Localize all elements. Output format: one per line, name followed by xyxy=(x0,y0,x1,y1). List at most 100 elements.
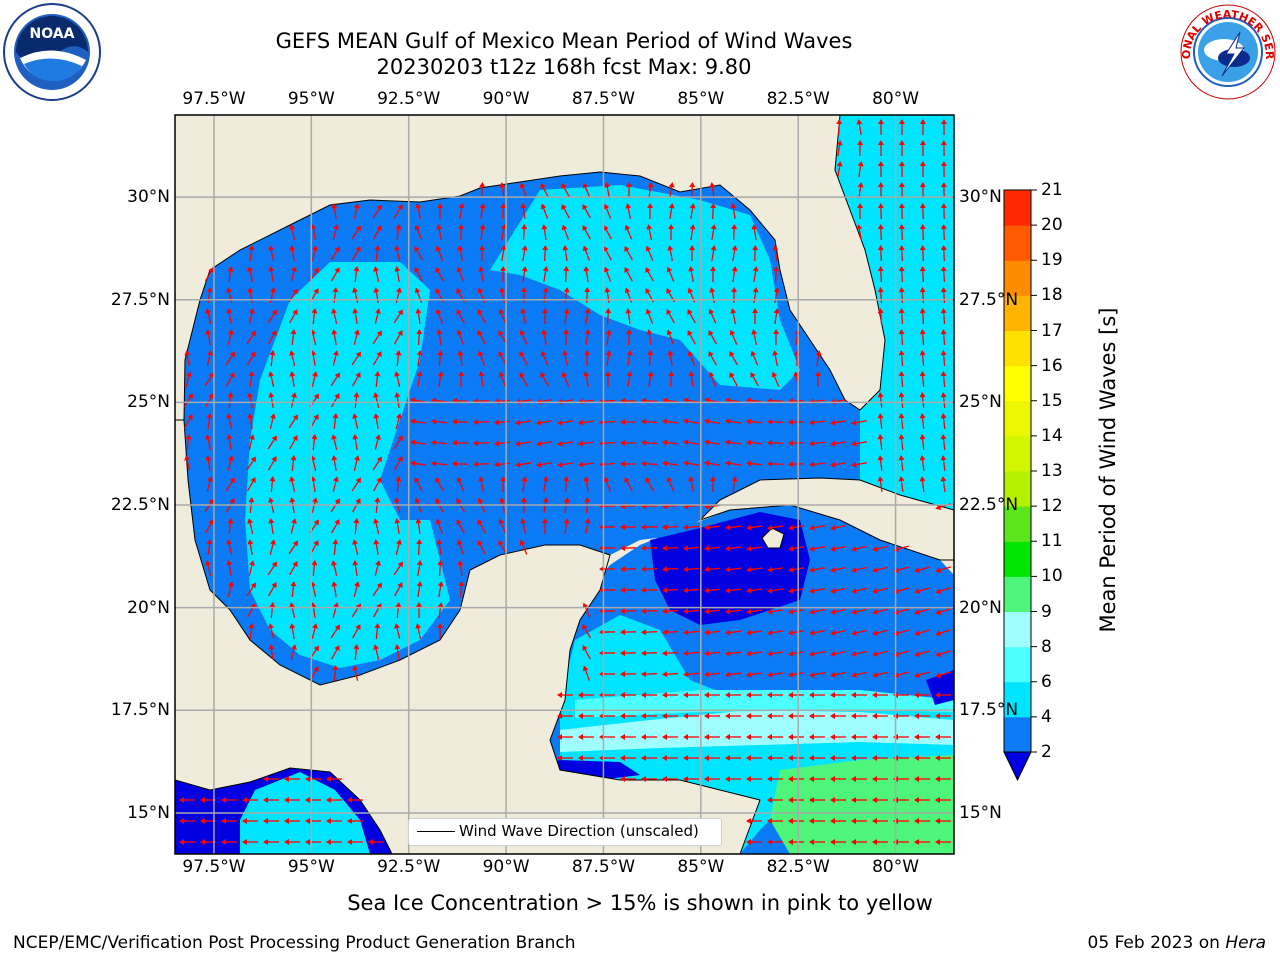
wave-direction-arrow xyxy=(641,439,658,446)
wave-direction-arrow xyxy=(269,476,276,493)
wave-direction-arrow xyxy=(641,650,658,657)
colorbar-segment xyxy=(1004,541,1031,577)
wave-direction-arrow xyxy=(836,119,843,136)
wave-direction-arrow xyxy=(498,351,507,366)
wave-direction-arrow xyxy=(746,692,762,698)
wave-direction-arrow xyxy=(767,671,784,678)
wave-direction-arrow xyxy=(704,608,721,615)
wave-direction-arrow xyxy=(683,692,699,698)
wave-direction-arrow xyxy=(809,587,825,594)
wave-direction-arrow xyxy=(872,776,888,782)
colorbar-segment xyxy=(1004,435,1031,472)
lon-tick-bottom: 97.5°W xyxy=(182,857,246,877)
wave-direction-arrow xyxy=(620,545,637,552)
colorbar-segment xyxy=(1004,576,1031,612)
wave-direction-arrow xyxy=(898,476,905,493)
wave-direction-arrow xyxy=(919,287,926,304)
wave-direction-arrow xyxy=(683,524,700,531)
wave-direction-arrow xyxy=(683,650,700,657)
wave-direction-arrow xyxy=(582,204,591,219)
wave-direction-arrow xyxy=(620,439,637,446)
wave-direction-arrow xyxy=(704,524,721,531)
chart-subtitle: 20230203 t12z 168h fcst Max: 9.80 xyxy=(376,55,752,79)
wave-direction-arrow xyxy=(683,755,699,761)
wave-direction-arrow xyxy=(435,308,444,324)
wave-direction-arrow xyxy=(431,418,448,425)
wave-direction-arrow xyxy=(542,308,549,325)
wave-direction-arrow xyxy=(290,455,297,472)
wave-direction-arrow xyxy=(414,267,423,282)
wave-direction-arrow xyxy=(269,413,276,429)
wave-direction-arrow xyxy=(185,434,192,451)
footer-machine: Hera xyxy=(1225,933,1266,953)
wave-direction-arrow xyxy=(351,351,361,366)
wave-direction-arrow xyxy=(725,755,741,761)
wave-direction-arrow xyxy=(373,266,380,282)
wave-direction-arrow xyxy=(395,224,402,241)
wave-direction-arrow xyxy=(353,581,360,597)
wave-direction-arrow xyxy=(710,245,717,262)
wave-direction-arrow xyxy=(872,755,888,761)
wave-direction-arrow xyxy=(668,182,675,199)
wave-direction-arrow xyxy=(268,266,275,283)
colorbar-tick-label: 15 xyxy=(1041,390,1063,411)
wave-direction-arrow xyxy=(284,818,300,824)
wave-direction-arrow xyxy=(452,418,469,425)
legend-line-icon xyxy=(417,831,455,832)
wave-direction-arrow xyxy=(352,624,361,639)
lat-tick-left: 22.5°N xyxy=(110,495,170,516)
wave-direction-arrow xyxy=(332,476,339,492)
wave-direction-arrow xyxy=(767,439,784,446)
wave-direction-arrow xyxy=(456,519,465,534)
wave-direction-arrow xyxy=(246,351,256,366)
wave-direction-arrow xyxy=(435,245,444,261)
wave-direction-arrow xyxy=(914,755,930,761)
wave-direction-arrow xyxy=(877,308,884,325)
wave-direction-arrow xyxy=(709,182,716,199)
wave-direction-arrow xyxy=(662,587,679,594)
wave-direction-arrow xyxy=(557,692,573,698)
wave-direction-arrow xyxy=(395,413,402,429)
wave-direction-arrow xyxy=(767,818,783,824)
wave-direction-arrow xyxy=(227,329,234,345)
wave-direction-arrow xyxy=(288,414,298,429)
wave-direction-arrow xyxy=(914,839,930,845)
wave-direction-arrow xyxy=(898,371,905,388)
wave-direction-arrow xyxy=(746,545,763,552)
wave-direction-arrow xyxy=(704,629,721,636)
wave-direction-arrow xyxy=(557,419,574,426)
wave-direction-arrow xyxy=(477,519,487,534)
lon-tick-bottom: 85°W xyxy=(677,857,725,877)
wave-direction-arrow xyxy=(415,518,422,535)
wave-direction-arrow xyxy=(647,182,654,199)
wave-direction-arrow xyxy=(267,309,277,324)
wave-direction-arrow xyxy=(184,350,191,367)
wave-direction-arrow xyxy=(708,371,717,387)
wave-direction-arrow xyxy=(746,439,763,446)
wave-direction-arrow xyxy=(500,224,507,241)
wave-direction-arrow xyxy=(311,560,318,577)
colorbar-segment xyxy=(1004,190,1031,226)
wave-direction-arrow xyxy=(456,476,465,492)
wave-direction-arrow xyxy=(269,350,276,367)
wave-direction-arrow xyxy=(268,623,275,639)
wave-direction-arrow xyxy=(746,755,762,761)
wave-direction-arrow xyxy=(227,581,234,597)
wave-direction-arrow xyxy=(919,224,926,241)
wave-direction-arrow xyxy=(206,350,213,366)
wave-direction-arrow xyxy=(751,224,758,241)
wave-direction-arrow xyxy=(332,287,339,304)
wave-direction-arrow xyxy=(731,287,738,304)
wave-direction-arrow xyxy=(746,818,762,824)
wave-direction-arrow xyxy=(772,245,779,262)
wave-direction-arrow xyxy=(809,461,826,468)
wave-direction-arrow xyxy=(604,182,611,198)
wave-direction-arrow xyxy=(935,776,951,782)
wave-direction-arrow xyxy=(647,371,654,388)
wave-direction-arrow xyxy=(311,308,318,325)
wave-direction-arrow xyxy=(582,182,591,198)
wave-direction-arrow xyxy=(914,797,930,803)
wave-direction-arrow xyxy=(268,245,275,261)
wave-direction-arrow xyxy=(851,545,867,552)
wave-direction-arrow xyxy=(458,224,465,241)
